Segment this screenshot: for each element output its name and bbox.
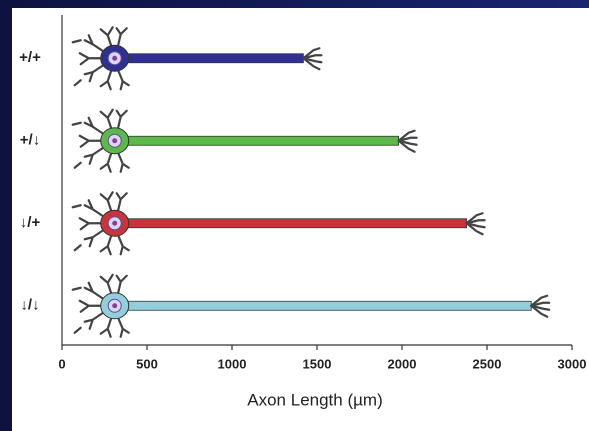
dendrite bbox=[117, 276, 127, 295]
y-tick-label: +/↓ bbox=[20, 132, 40, 149]
dendrite bbox=[118, 317, 129, 337]
neuron bbox=[73, 27, 322, 89]
x-axis-label: Axon Length (µm) bbox=[247, 390, 382, 409]
chart: Axon Length (µm) 0 500 1000 1500 2000 2500 300… bbox=[0, 0, 589, 431]
axon bbox=[123, 219, 467, 228]
dendrite bbox=[118, 69, 129, 89]
axon bbox=[123, 54, 304, 63]
dendrite bbox=[75, 147, 105, 168]
page: {"chart_data": {"type": "neuron-bar", "c… bbox=[0, 0, 589, 431]
dendrite bbox=[101, 152, 112, 172]
neuron bbox=[73, 110, 417, 172]
dendrite bbox=[101, 192, 113, 212]
dendrite bbox=[101, 69, 112, 89]
neuron bbox=[73, 192, 485, 254]
nucleolus bbox=[112, 138, 117, 143]
dendrite bbox=[101, 275, 113, 295]
x-tick-label: 500 bbox=[136, 356, 158, 371]
dendrite bbox=[80, 136, 103, 147]
y-tick-label: ↓/↓ bbox=[20, 297, 39, 314]
dendrite bbox=[73, 200, 105, 217]
x-tick-label: 1500 bbox=[303, 356, 332, 371]
x-tick-label: 2000 bbox=[388, 356, 417, 371]
axon bbox=[123, 136, 399, 145]
dendrite bbox=[118, 152, 129, 172]
x-tick-label: 1000 bbox=[218, 356, 247, 371]
dendrite bbox=[101, 110, 113, 130]
x-tick-label: 0 bbox=[58, 356, 65, 371]
dendrite bbox=[80, 301, 103, 312]
nucleolus bbox=[112, 56, 117, 61]
axon bbox=[123, 301, 532, 310]
dendrite bbox=[118, 234, 129, 254]
dendrite bbox=[101, 317, 112, 337]
x-tick-label: 2500 bbox=[473, 356, 502, 371]
x-tick-label: 3000 bbox=[558, 356, 587, 371]
nucleolus bbox=[112, 221, 117, 226]
nucleolus bbox=[112, 303, 117, 308]
dendrite bbox=[117, 28, 127, 47]
dendrite bbox=[80, 53, 103, 64]
dendrite bbox=[75, 312, 105, 333]
y-tick-label: ↓/+ bbox=[20, 214, 41, 231]
y-tick-label: +/+ bbox=[19, 49, 41, 66]
dendrite bbox=[101, 234, 112, 254]
dendrite bbox=[101, 27, 113, 47]
dendrite bbox=[73, 283, 105, 300]
dendrite bbox=[75, 229, 105, 250]
dendrite bbox=[73, 118, 105, 135]
dendrite bbox=[117, 193, 127, 212]
dendrite bbox=[73, 35, 105, 52]
dendrite bbox=[117, 111, 127, 130]
neuron bbox=[73, 275, 550, 337]
dendrite bbox=[80, 218, 103, 229]
dendrite bbox=[75, 64, 105, 85]
